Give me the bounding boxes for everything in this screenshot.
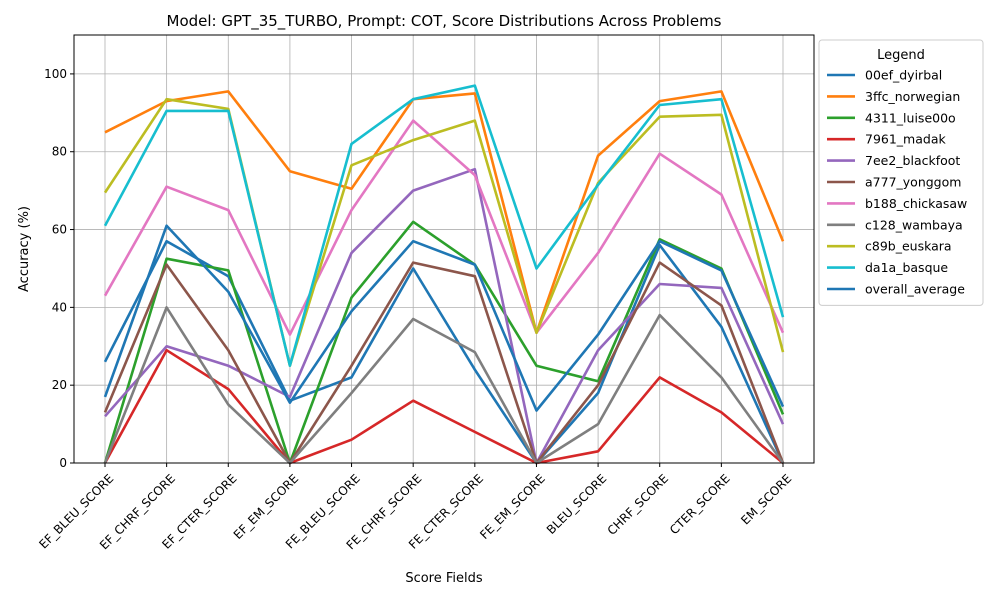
y-tick-label: 40 xyxy=(52,300,67,314)
x-tick-label: FE_EM_SCORE xyxy=(477,471,548,542)
legend-entry: b188_chickasaw xyxy=(865,196,967,211)
y-tick-label: 100 xyxy=(44,67,67,81)
series-line-a777_yonggom xyxy=(103,261,785,465)
series-line-b188_chickasaw xyxy=(103,119,785,336)
legend-entry: c89b_euskara xyxy=(865,239,952,254)
legend-entry: c128_wambaya xyxy=(865,217,963,232)
series-line-overall_average xyxy=(103,224,785,412)
y-tick-label: 60 xyxy=(52,223,67,237)
y-axis: 0 20 40 60 80 100 xyxy=(44,67,74,470)
y-tick-label: 80 xyxy=(52,145,67,159)
series-line-7ee2_blackfoot xyxy=(104,167,785,465)
series-line-3ffc_norwegian xyxy=(104,90,785,335)
series-line-00ef_dyirbal xyxy=(103,239,785,465)
legend-entry: 4311_luise00o xyxy=(865,110,956,125)
series-line-7961_madak xyxy=(103,348,784,465)
x-tick-label: CTER_SCORE xyxy=(667,471,733,537)
legend-entry: 7961_madak xyxy=(865,132,946,147)
legend-entry: 7ee2_blackfoot xyxy=(865,153,960,168)
legend: Legend 00ef_dyirbal 3ffc_norwegian 4311_lu… xyxy=(818,39,984,306)
legend-entry: da1a_basque xyxy=(865,260,948,275)
x-tick-label: BLEU_SCORE xyxy=(544,471,610,537)
chart-title: Model: GPT_35_TURBO, Prompt: COT, Score … xyxy=(167,12,722,31)
legend-entry: overall_average xyxy=(865,282,965,297)
grid xyxy=(74,35,814,464)
y-tick-label: 0 xyxy=(59,456,67,470)
series-line-4311_luise00o xyxy=(103,220,785,465)
x-tick-label: EF_EM_SCORE xyxy=(231,471,302,542)
x-axis-label: Score Fields xyxy=(405,571,483,586)
series-line-da1a_basque xyxy=(103,84,785,368)
y-tick-label: 20 xyxy=(52,378,67,392)
x-tick-label: EM_SCORE xyxy=(738,471,794,527)
legend-box xyxy=(818,39,984,306)
plot-frame xyxy=(73,34,815,464)
legend-entry: 3ffc_norwegian xyxy=(865,89,960,104)
x-tick-label: CHRF_SCORE xyxy=(605,471,671,537)
x-axis: EF_BLEU_SCOREEF_CHRF_SCOREEF_CTER_SCOREE… xyxy=(36,463,794,552)
series-line-c128_wambaya xyxy=(103,306,785,465)
legend-entry: a777_yonggom xyxy=(865,175,961,190)
y-axis-label: Accuracy (%) xyxy=(17,206,32,292)
legend-title: Legend xyxy=(877,48,925,63)
legend-entry: 00ef_dyirbal xyxy=(865,68,942,83)
series-lines xyxy=(103,84,785,465)
series-line-c89b_euskara xyxy=(103,97,785,368)
